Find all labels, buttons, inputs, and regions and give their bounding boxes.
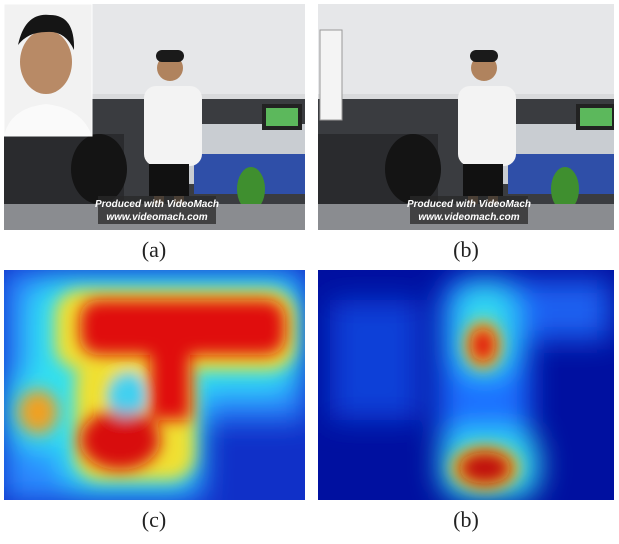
panel-label: (a) (142, 237, 166, 262)
photo-a (4, 4, 305, 230)
watermark: Produced with VideoMach (95, 199, 219, 210)
panel-label: (c) (142, 507, 166, 532)
panel-label: (b) (453, 237, 479, 262)
watermark: Produced with VideoMach (407, 199, 531, 210)
watermark: www.videomach.com (418, 212, 519, 223)
figure: Produced with VideoMach www.videomach.co… (0, 0, 619, 544)
watermark: www.videomach.com (106, 212, 207, 223)
heatmap-d (318, 270, 614, 500)
photo-b (318, 4, 619, 230)
panel-label: (b) (453, 507, 479, 532)
heatmap-c (4, 270, 305, 500)
